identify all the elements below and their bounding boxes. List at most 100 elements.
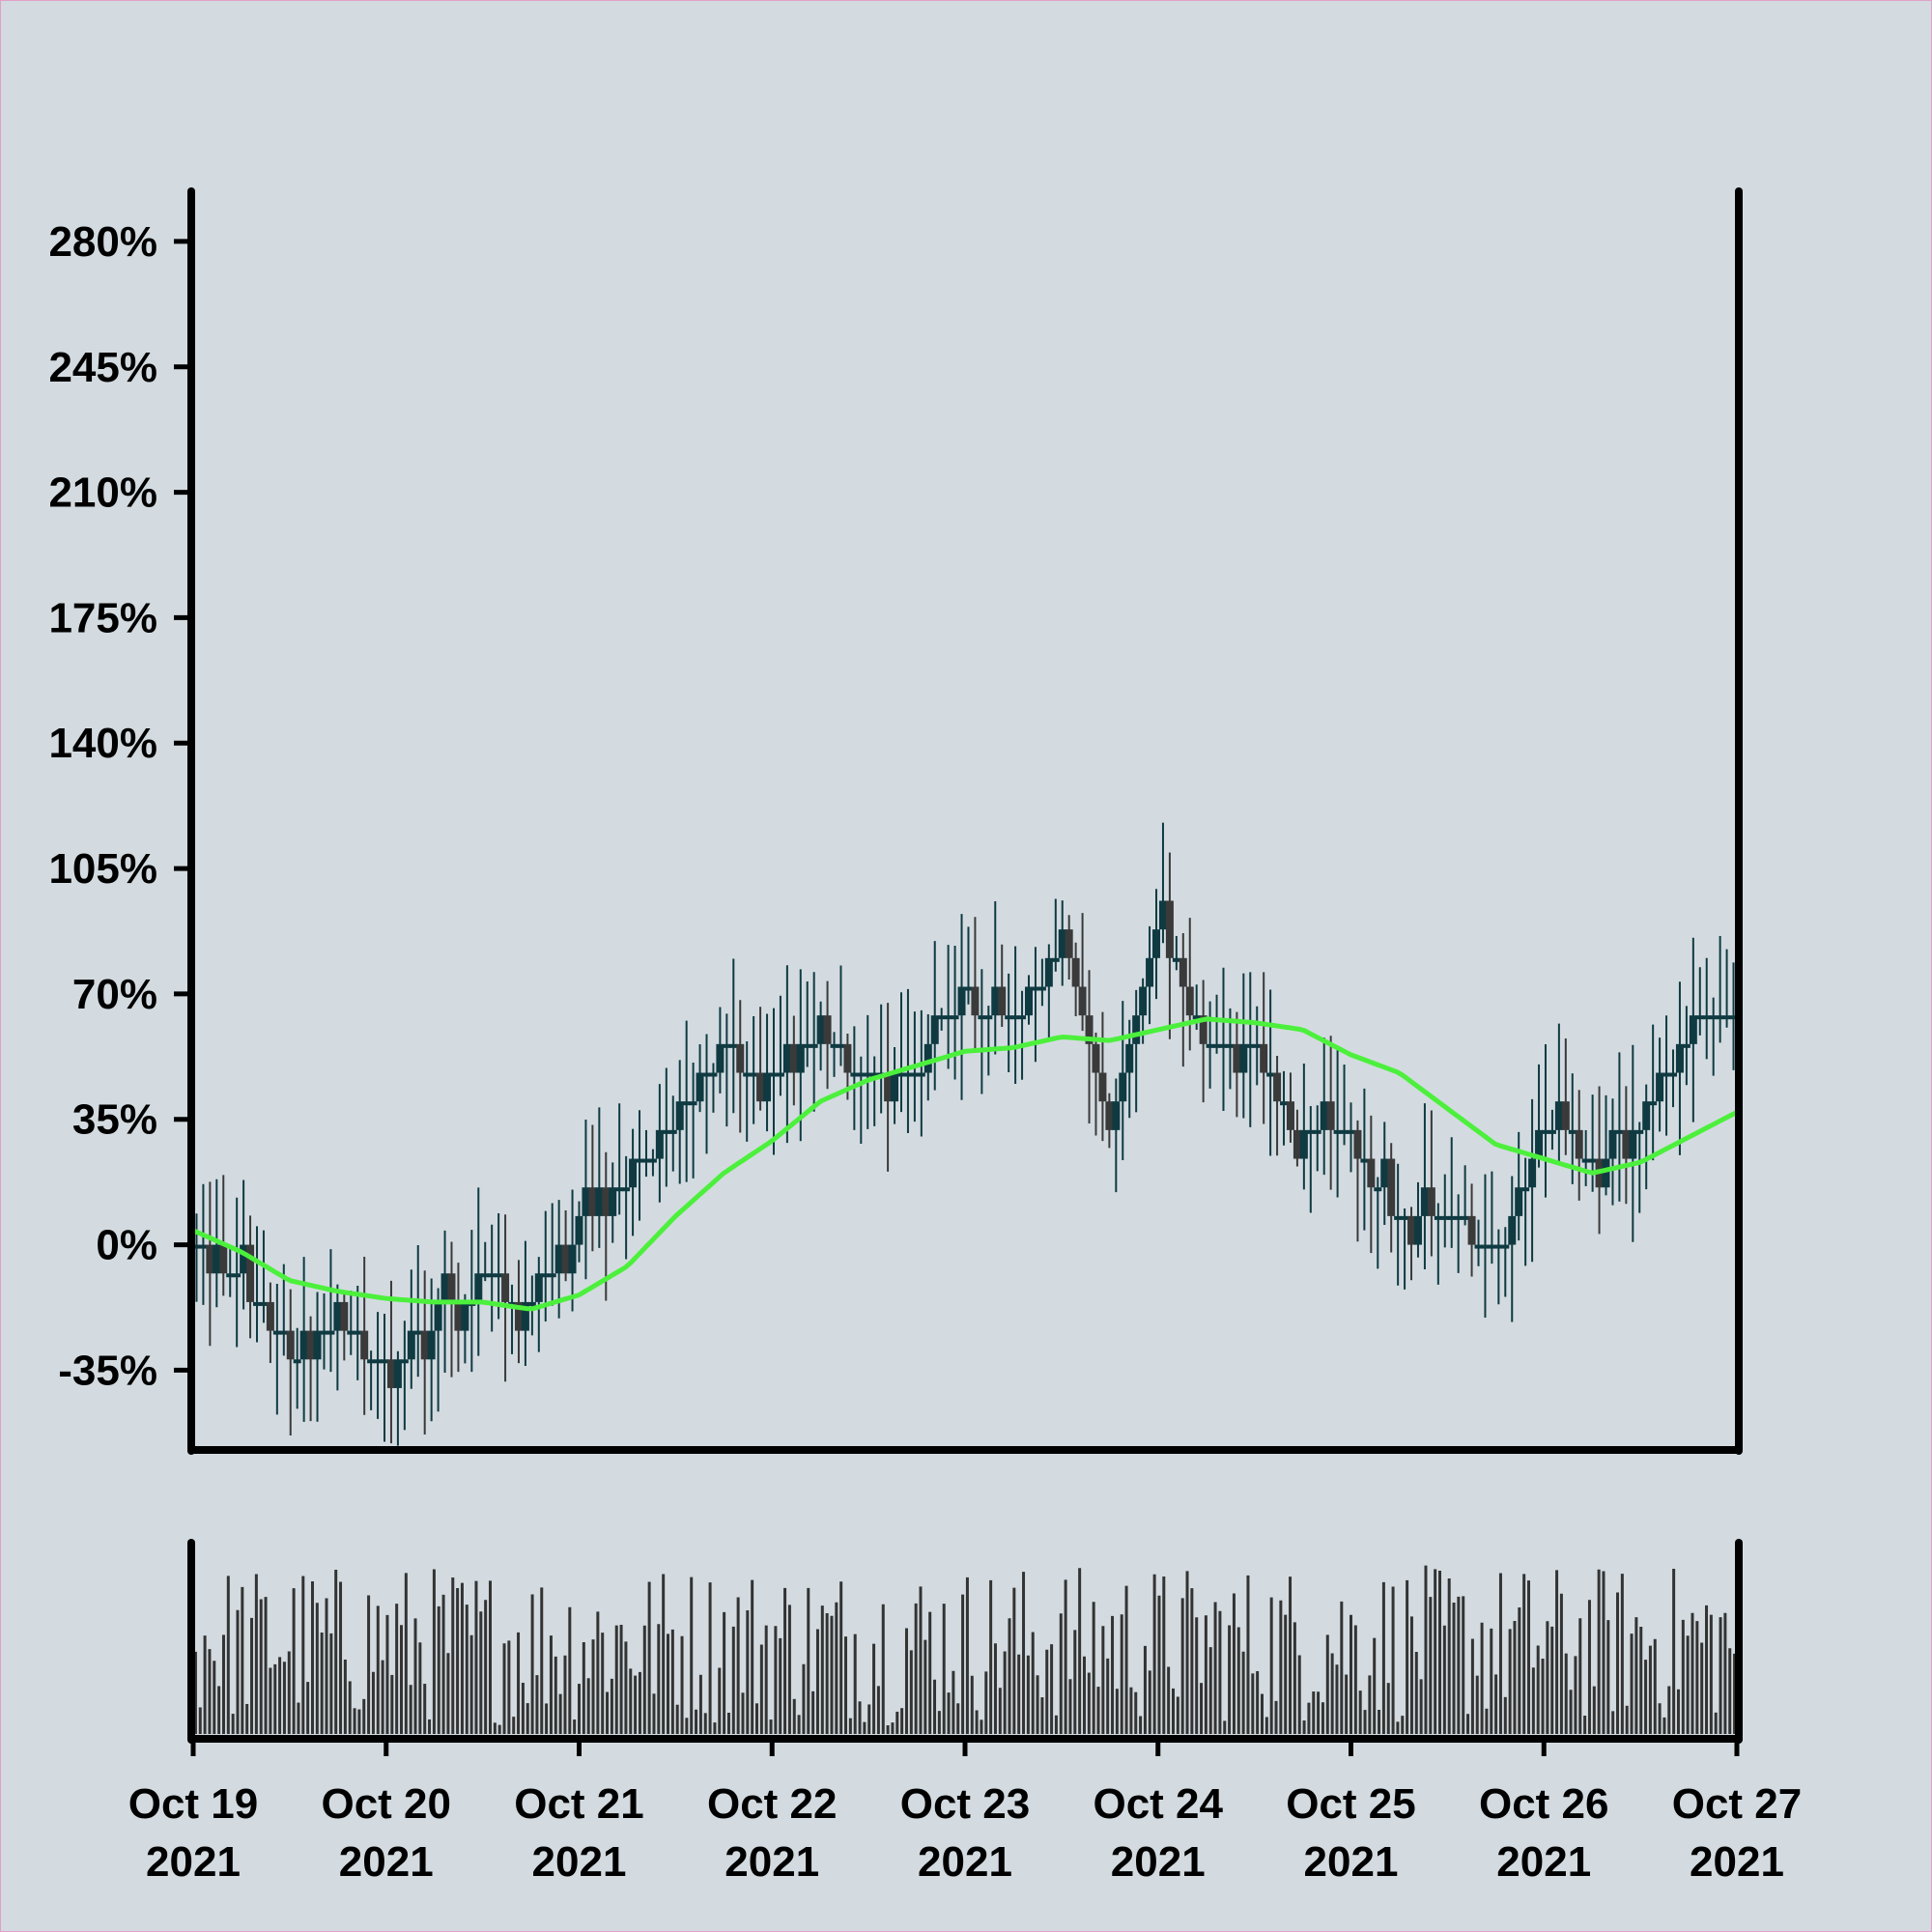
candle-body [910, 1072, 919, 1077]
candle-body [729, 1043, 738, 1048]
candle-body [1387, 1158, 1396, 1216]
candle-body [1132, 1015, 1141, 1044]
candle-body [1098, 1072, 1107, 1102]
candle-body [213, 1244, 221, 1274]
x-tick-label: Oct 23 2021 [900, 1780, 1031, 1886]
candle-body [1172, 957, 1180, 962]
candle-body [930, 1015, 939, 1044]
candle-body [1581, 1158, 1590, 1163]
x-tick-label: Oct 24 2021 [1093, 1780, 1223, 1886]
candle-body [1602, 1158, 1610, 1188]
candle-body [1515, 1187, 1523, 1216]
candle-body [1467, 1215, 1476, 1245]
candle-body [1320, 1101, 1328, 1130]
candle-body [447, 1273, 456, 1302]
candle-body [810, 1043, 818, 1048]
candle-body [1139, 986, 1148, 1016]
moving-average-line [191, 1016, 1739, 1312]
candle-body [226, 1273, 235, 1278]
candle-body [944, 1015, 952, 1020]
candle-body [501, 1273, 510, 1302]
candle-body [199, 1244, 208, 1249]
candle-body [723, 1043, 731, 1048]
candle-body [1722, 1015, 1731, 1020]
y-axis-ticks: 280% 245% 210% 175% 140% 105% 70% 35% 0% -35% [48, 218, 191, 1394]
candle-body [1682, 1043, 1690, 1048]
candle-body [266, 1301, 274, 1331]
candle-body [400, 1359, 409, 1364]
candle-body [253, 1301, 262, 1306]
candle-body [333, 1301, 342, 1331]
y-tick-label: 0% [96, 1222, 157, 1269]
candle-body [1005, 1015, 1013, 1020]
candle-body [1575, 1129, 1583, 1159]
candle-body [1508, 1215, 1517, 1245]
candle-body [367, 1359, 376, 1364]
candle-body [1488, 1244, 1496, 1249]
candle-body [1662, 1072, 1671, 1077]
y-tick-label: 35% [72, 1096, 157, 1144]
candle-body [750, 1072, 758, 1077]
candle-body [964, 986, 973, 991]
candle-body [1158, 900, 1167, 930]
candle-body [816, 1015, 825, 1044]
candle-body [709, 1072, 718, 1077]
candle-body [299, 1330, 308, 1360]
candle-body [1185, 986, 1194, 1016]
x-tick-label: Oct 19 2021 [128, 1780, 259, 1886]
candle-body [602, 1187, 611, 1216]
x-tick-label: Oct 26 2021 [1479, 1780, 1609, 1886]
candle-body [393, 1359, 402, 1388]
candle-body [1447, 1215, 1456, 1220]
x-tick-label: Oct 27 2021 [1672, 1780, 1803, 1886]
candle-body [1293, 1129, 1301, 1159]
candle-body [386, 1359, 395, 1388]
x-tick-label: Oct 21 2021 [514, 1780, 644, 1886]
candle-body [1689, 1015, 1697, 1044]
candle-body [1548, 1129, 1556, 1134]
candle-body [1146, 957, 1154, 987]
candle-body [1716, 1015, 1724, 1020]
candle-body [1501, 1244, 1510, 1249]
candle-body [1394, 1215, 1403, 1220]
candle-body [1011, 1015, 1020, 1020]
candle-body [843, 1043, 852, 1073]
candle-body [1333, 1129, 1342, 1134]
candle-body [1656, 1072, 1664, 1102]
candle-body [1280, 1101, 1289, 1106]
candle-body [541, 1273, 550, 1278]
candle-body [293, 1359, 301, 1364]
candle-body [1299, 1129, 1308, 1159]
candle-body [527, 1301, 536, 1306]
candle-body [789, 1043, 798, 1073]
candle-body [561, 1244, 570, 1274]
candle-body [917, 1072, 925, 1077]
candle-body [803, 1043, 811, 1048]
candle-body [1071, 957, 1080, 987]
candle-body [313, 1330, 322, 1360]
candle-body [1709, 1015, 1718, 1020]
candle-body [1326, 1101, 1335, 1130]
candle-body [1206, 1043, 1214, 1048]
y-tick-label: 210% [48, 469, 157, 517]
candle-body [1313, 1129, 1321, 1134]
candle-body [1058, 929, 1066, 958]
candle-body [374, 1359, 383, 1364]
candle-body [481, 1273, 490, 1278]
candle-body [971, 986, 980, 1016]
candle-body [347, 1330, 355, 1335]
candle-body [1561, 1101, 1570, 1130]
candle-body [1642, 1101, 1651, 1130]
candle-body [1112, 1101, 1121, 1130]
candle-body [454, 1301, 463, 1331]
candle-body [1629, 1129, 1637, 1159]
candle-body [1246, 1043, 1255, 1048]
candle-body [1044, 957, 1053, 987]
candle-body [1588, 1158, 1597, 1163]
candle-body [978, 1015, 986, 1020]
candle-body [1702, 1015, 1711, 1020]
candle-body [259, 1301, 268, 1306]
candle-body [648, 1158, 657, 1163]
candle-body [440, 1273, 449, 1302]
candle-body [413, 1330, 422, 1335]
